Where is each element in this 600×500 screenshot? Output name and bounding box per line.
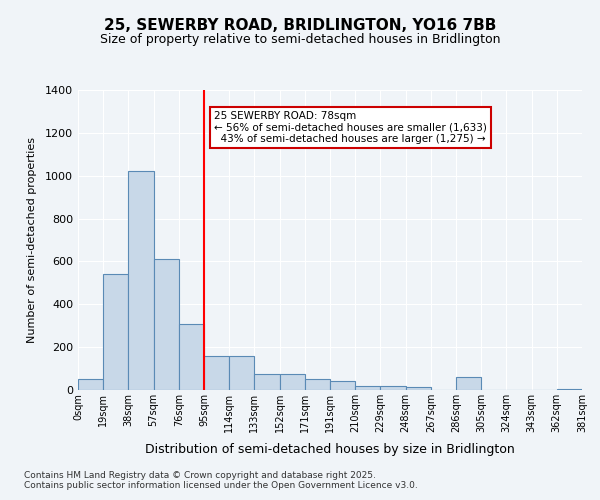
Bar <box>557 389 582 390</box>
Bar <box>355 386 380 390</box>
Bar <box>380 386 406 390</box>
Bar <box>280 374 305 390</box>
Text: Size of property relative to semi-detached houses in Bridlington: Size of property relative to semi-detach… <box>100 32 500 46</box>
Bar <box>103 274 128 390</box>
Text: 25 SEWERBY ROAD: 78sqm
← 56% of semi-detached houses are smaller (1,633)
  43% o: 25 SEWERBY ROAD: 78sqm ← 56% of semi-det… <box>214 111 487 144</box>
Bar <box>128 172 154 390</box>
Bar <box>229 356 254 390</box>
Bar <box>78 380 103 390</box>
Y-axis label: Number of semi-detached properties: Number of semi-detached properties <box>26 137 37 343</box>
Bar <box>305 380 330 390</box>
Bar <box>204 356 229 390</box>
Bar <box>254 374 280 390</box>
Bar <box>330 382 355 390</box>
X-axis label: Distribution of semi-detached houses by size in Bridlington: Distribution of semi-detached houses by … <box>145 444 515 456</box>
Bar <box>456 377 481 390</box>
Bar <box>154 260 179 390</box>
Bar <box>406 387 431 390</box>
Text: Contains HM Land Registry data © Crown copyright and database right 2025.
Contai: Contains HM Land Registry data © Crown c… <box>24 470 418 490</box>
Text: 25, SEWERBY ROAD, BRIDLINGTON, YO16 7BB: 25, SEWERBY ROAD, BRIDLINGTON, YO16 7BB <box>104 18 496 32</box>
Bar <box>179 324 204 390</box>
